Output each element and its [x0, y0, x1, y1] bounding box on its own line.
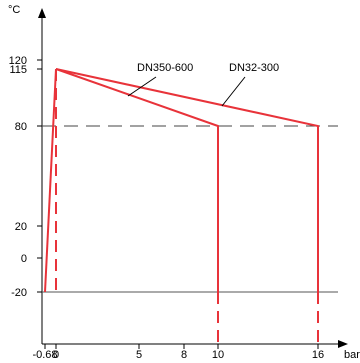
- reference-lines: [42, 125, 338, 293]
- series-label-leader-dn32-300: [221, 76, 246, 107]
- y-tick-label: 80: [15, 121, 27, 133]
- y-tick-label: 20: [15, 221, 27, 233]
- series-label-leader-dn350-600: [127, 76, 157, 97]
- x-tick-label: 10: [212, 349, 224, 361]
- auxiliary-lines: [44, 68, 319, 344]
- x-tick-label: -0.68: [32, 349, 57, 361]
- y-tick-label: -20: [11, 287, 27, 299]
- auxiliary-line-0: [44, 68, 57, 293]
- y-axis-arrow: [38, 8, 46, 18]
- y-axis-label: °C: [8, 4, 20, 16]
- series-lines: [55, 68, 319, 292]
- series-line-dn350-600: [55, 68, 219, 292]
- x-tick-label: 0: [53, 349, 59, 361]
- x-tick-label: 5: [136, 349, 142, 361]
- x-tick-label: 16: [312, 349, 324, 361]
- x-tick-label: 8: [181, 349, 187, 361]
- y-tick-label: 120: [9, 55, 27, 67]
- y-tick-label: 0: [21, 253, 27, 265]
- x-axis-label: bar: [344, 349, 360, 361]
- series-label-dn32-300: DN32-300: [229, 62, 279, 74]
- series-line-dn32-300: [55, 68, 319, 292]
- x-axis-arrow: [338, 340, 348, 348]
- series-label-dn350-600: DN350-600: [137, 62, 193, 74]
- y-tick-label: 115: [9, 64, 27, 76]
